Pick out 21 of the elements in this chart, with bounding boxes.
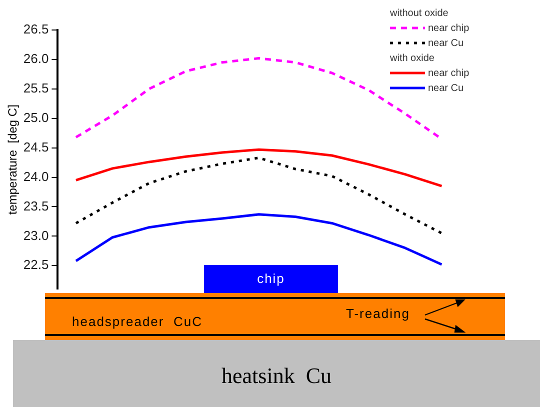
y-tick-label: 24.5 xyxy=(23,139,49,154)
y-tick-label: 26.5 xyxy=(23,22,49,37)
text: heatsink Cu xyxy=(220,363,332,389)
y-tick-label: 23.5 xyxy=(23,198,49,214)
y-tick-label: 26.0 xyxy=(23,51,49,66)
y-tick-label: 23.0 xyxy=(23,228,49,243)
y-tick-label: 25.0 xyxy=(23,110,49,125)
annotation: with oxide xyxy=(389,52,435,64)
legend-label: near Cu xyxy=(428,38,464,49)
y-tick-label: 24.0 xyxy=(23,168,49,184)
legend-label: near chip xyxy=(428,22,470,34)
legend-label: near chip xyxy=(428,68,470,79)
text: T-reading xyxy=(346,306,410,321)
text: without oxide xyxy=(389,8,449,19)
y-tick-label: 22.5 xyxy=(23,257,49,272)
y-tick-label: 25.5 xyxy=(23,80,49,96)
legend-label: near Cu xyxy=(428,82,464,94)
y-axis-title: temperature [deg C] xyxy=(6,104,20,215)
line-series xyxy=(74,156,443,234)
text: headspreader CuC xyxy=(72,314,202,329)
annotation: chip xyxy=(256,271,286,286)
